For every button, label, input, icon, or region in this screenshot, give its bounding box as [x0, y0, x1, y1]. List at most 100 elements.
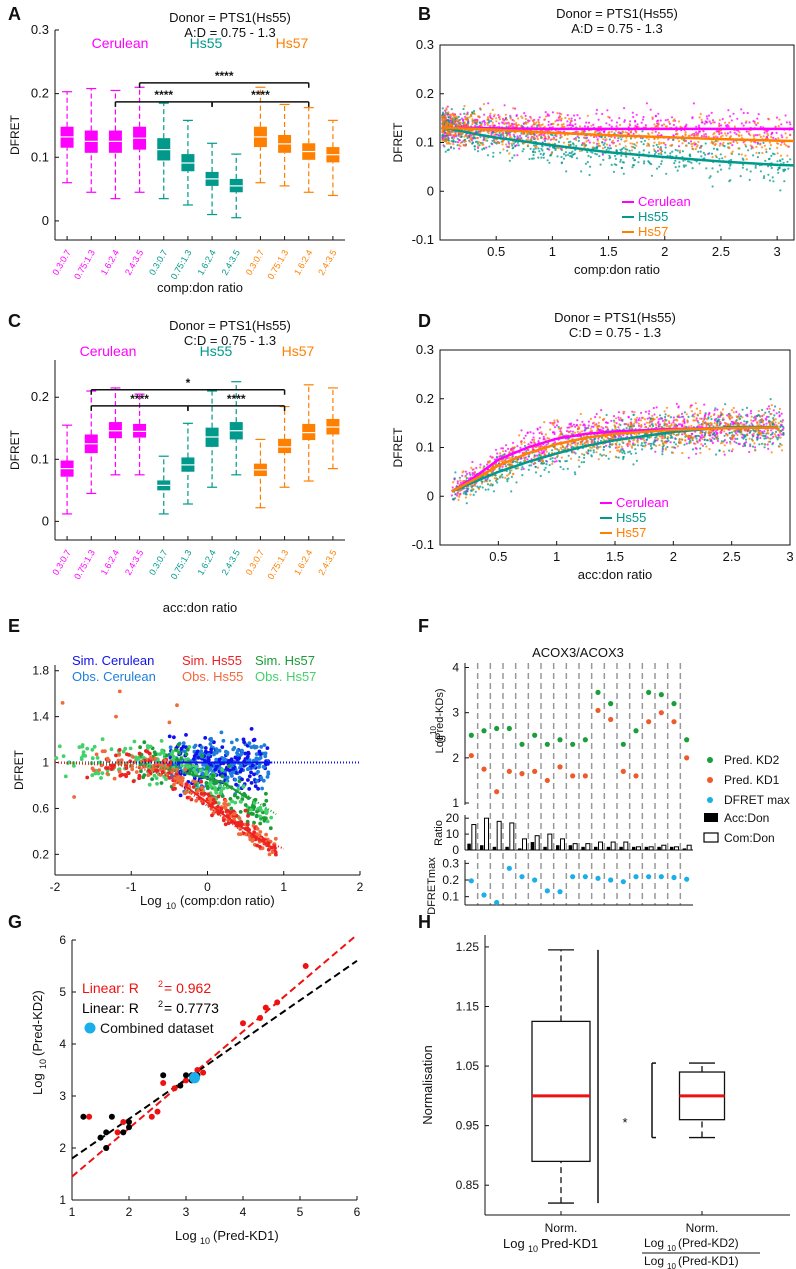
- data-point: [771, 132, 774, 135]
- data-point: [745, 406, 749, 409]
- data-point: [469, 473, 472, 476]
- data-point: [595, 451, 598, 454]
- data-point: [452, 147, 455, 150]
- data-point: [560, 117, 563, 120]
- data-point: [584, 136, 587, 139]
- data-point: [780, 444, 783, 447]
- data-point: [711, 185, 714, 188]
- data-point: [556, 155, 559, 158]
- data-point: [630, 452, 633, 455]
- data-point: [723, 430, 726, 433]
- data-point: [718, 132, 721, 136]
- data-point: [474, 137, 477, 140]
- data-point: [708, 152, 711, 155]
- data-point: [749, 443, 752, 446]
- data-point: [650, 447, 653, 450]
- data-point: [604, 136, 607, 139]
- data-point: [257, 757, 262, 761]
- data-point: [543, 421, 546, 424]
- data-point: [632, 157, 635, 160]
- data-point: [246, 766, 251, 771]
- panel-letter-B: B: [418, 4, 431, 24]
- data-point: [565, 170, 568, 173]
- data-point: [642, 115, 645, 119]
- data-point: [473, 471, 476, 474]
- data-point: [686, 421, 689, 424]
- data-point: [705, 135, 708, 138]
- data-point: [767, 173, 770, 176]
- data-point: [674, 159, 677, 162]
- data-point: [559, 460, 562, 463]
- data-point: [525, 138, 528, 141]
- data-point: [558, 118, 561, 121]
- data-point: [255, 779, 259, 783]
- data-point: [661, 447, 664, 450]
- data-point: [745, 441, 748, 444]
- data-point: [714, 434, 717, 437]
- data-point: [475, 120, 478, 123]
- x-tick-label: 3: [774, 244, 781, 259]
- data-point: [655, 406, 658, 409]
- data-point: [690, 410, 694, 413]
- data-point: [657, 152, 660, 155]
- data-point: [658, 141, 661, 144]
- data-point: [500, 473, 504, 476]
- data-point: [513, 123, 516, 126]
- data-point: [780, 123, 783, 126]
- data-point: [562, 122, 565, 126]
- data-point: [544, 140, 547, 143]
- data-point: [633, 411, 636, 414]
- data-point: [752, 154, 755, 157]
- data-point: [583, 125, 587, 128]
- data-point: [730, 420, 733, 423]
- data-point: [632, 425, 635, 428]
- data-point: [771, 443, 774, 446]
- significance-bracket: ****: [187, 392, 286, 411]
- x-tick-label: 0.3:0.7: [50, 548, 72, 577]
- data-point: [767, 440, 770, 443]
- data-point: [585, 140, 588, 143]
- data-point: [569, 426, 572, 429]
- data-point: [235, 757, 240, 762]
- data-point: [741, 423, 744, 426]
- data-point: [695, 125, 698, 128]
- x-tick-label: 0.3:0.7: [50, 248, 72, 277]
- data-point: [620, 154, 623, 157]
- data-point: [653, 153, 657, 156]
- data-point: [751, 439, 754, 442]
- x-tick-label: 0: [204, 880, 211, 894]
- data-point: [672, 123, 676, 127]
- data-point: [463, 112, 466, 115]
- data-point: [702, 419, 705, 422]
- data-point: [648, 424, 651, 427]
- data-point: [689, 155, 692, 158]
- data-point: [458, 489, 462, 492]
- data-point: [574, 425, 577, 428]
- data-point: [646, 142, 649, 145]
- data-point: [592, 123, 595, 126]
- data-point: [524, 459, 527, 462]
- data-point: [568, 151, 571, 155]
- data-point: [605, 138, 608, 141]
- data-point: [531, 124, 534, 127]
- data-point: [691, 133, 695, 136]
- data-point: [454, 471, 457, 474]
- data-point: [482, 143, 485, 146]
- data-point: [595, 412, 598, 416]
- box-5: 0.75:1.3: [169, 422, 195, 581]
- data-point: [652, 406, 655, 410]
- data-point: [721, 117, 724, 121]
- data-point: [540, 431, 543, 434]
- data-point: [552, 424, 555, 427]
- data-point: [651, 116, 654, 119]
- data-point: [579, 431, 582, 434]
- data-point: [656, 120, 659, 123]
- data-point: [643, 439, 646, 442]
- x-tick-label: 0.3:0.7: [244, 548, 266, 577]
- data-point: [497, 122, 501, 125]
- data-point: [521, 474, 524, 477]
- data-point: [754, 166, 757, 169]
- data-point: [443, 119, 446, 123]
- data-point: [562, 141, 566, 144]
- data-point: [629, 120, 632, 123]
